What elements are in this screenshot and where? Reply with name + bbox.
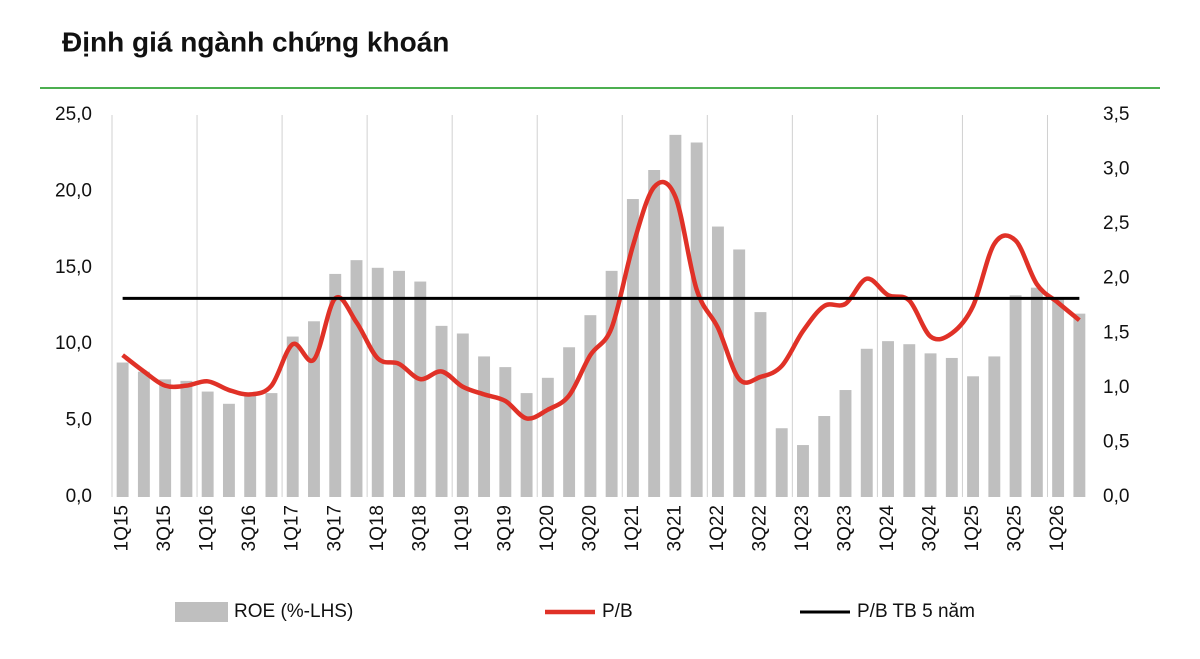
bar <box>903 344 916 497</box>
bar <box>371 267 384 497</box>
y2-tick-label: 0,5 <box>1103 431 1129 452</box>
y-tick-label: 15,0 <box>55 257 92 278</box>
y-tick-label: 5,0 <box>66 410 92 431</box>
y2-tick-label: 1,5 <box>1103 322 1129 343</box>
bar <box>1030 287 1043 497</box>
bar <box>435 325 448 497</box>
x-tick-label: 3Q15 <box>154 505 175 551</box>
bar <box>456 333 469 497</box>
legend-label: P/B <box>602 601 633 622</box>
bar <box>839 390 852 497</box>
bar <box>244 394 257 497</box>
bar <box>499 367 512 497</box>
x-tick-label: 3Q16 <box>239 505 260 551</box>
bar <box>286 336 299 497</box>
bar <box>137 371 150 497</box>
x-tick-label: 3Q22 <box>749 505 770 551</box>
bar <box>563 347 576 497</box>
bar <box>478 356 491 497</box>
bar <box>818 416 831 497</box>
x-tick-label: 1Q20 <box>537 505 558 551</box>
x-tick-label: 1Q19 <box>452 505 473 551</box>
bar <box>350 260 363 497</box>
bar <box>924 353 937 497</box>
x-tick-label: 3Q25 <box>1005 505 1026 551</box>
x-tick-label: 1Q26 <box>1047 505 1068 551</box>
bar <box>775 428 788 497</box>
bar <box>180 380 193 497</box>
x-tick-label: 3Q24 <box>920 505 941 552</box>
bar <box>711 226 724 497</box>
bar <box>733 249 746 497</box>
bar <box>988 356 1001 497</box>
bar <box>414 281 427 497</box>
y2-tick-label: 0,0 <box>1103 486 1129 507</box>
x-tick-label: 1Q23 <box>792 505 813 551</box>
bar <box>201 391 214 497</box>
bar <box>116 362 129 497</box>
bar <box>222 403 235 497</box>
bar <box>945 357 958 497</box>
x-tick-label: 1Q22 <box>707 505 728 551</box>
bar <box>648 170 661 497</box>
x-tick-label: 3Q18 <box>409 505 430 551</box>
y2-tick-label: 2,0 <box>1103 268 1129 289</box>
bar <box>882 341 894 497</box>
x-tick-label: 1Q25 <box>962 505 983 551</box>
bar <box>584 315 597 497</box>
y-tick-label: 20,0 <box>55 180 92 201</box>
bar <box>860 348 873 497</box>
bar <box>626 199 639 498</box>
y-tick-label: 25,0 <box>55 104 92 125</box>
bar <box>520 393 533 497</box>
y2-tick-label: 3,0 <box>1103 159 1129 180</box>
x-tick-label: 1Q15 <box>112 505 133 551</box>
x-tick-label: 1Q18 <box>367 505 388 551</box>
bar <box>329 273 342 497</box>
bar <box>1052 298 1065 497</box>
bar <box>1073 313 1086 497</box>
legend-label: ROE (%-LHS) <box>234 601 353 622</box>
bar <box>265 393 278 497</box>
y-tick-label: 0,0 <box>66 486 92 507</box>
bar <box>797 445 809 497</box>
pb-line <box>121 179 1081 421</box>
x-tick-label: 3Q19 <box>494 505 515 551</box>
x-tick-label: 3Q20 <box>579 505 600 551</box>
x-tick-label: 1Q17 <box>282 505 303 551</box>
y2-tick-label: 3,5 <box>1103 104 1129 125</box>
bar <box>967 376 980 497</box>
x-tick-label: 1Q16 <box>197 505 218 551</box>
x-tick-label: 3Q17 <box>324 505 345 551</box>
bar <box>308 321 320 497</box>
bar <box>393 270 405 497</box>
x-tick-label: 3Q23 <box>835 505 856 551</box>
chart-title: Định giá ngành chứng khoán <box>62 26 449 57</box>
bar <box>541 377 554 497</box>
y2-tick-label: 1,0 <box>1103 377 1129 398</box>
y2-tick-label: 2,5 <box>1103 213 1129 234</box>
bar <box>1009 295 1022 497</box>
x-tick-label: 3Q21 <box>664 505 685 551</box>
x-tick-label: 1Q24 <box>877 505 898 552</box>
x-tick-label: 1Q21 <box>622 505 643 551</box>
bar <box>669 134 682 497</box>
bar <box>754 312 767 497</box>
legend-label: P/B TB 5 năm <box>857 601 975 622</box>
bar <box>690 142 703 497</box>
bar <box>159 379 172 497</box>
legend-swatch <box>175 602 228 622</box>
y-tick-label: 10,0 <box>55 333 92 354</box>
bar <box>605 270 618 497</box>
